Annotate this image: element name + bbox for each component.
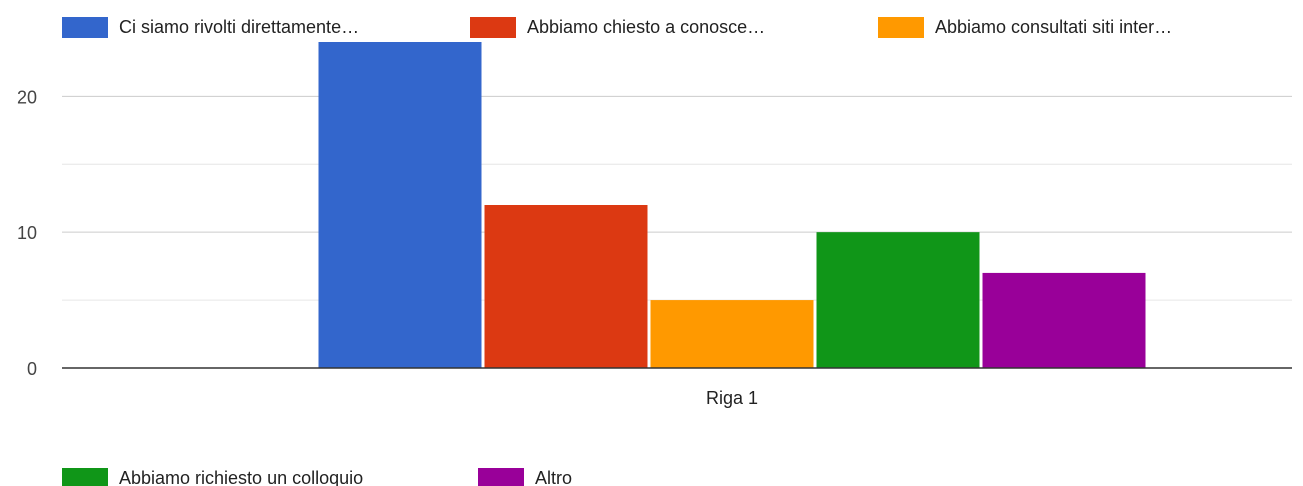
legend-swatch-red <box>470 16 516 38</box>
legend-item-abbiamo-chiesto[interactable]: Abbiamo chiesto a conosce… <box>470 14 765 40</box>
y-tick-label: 10 <box>17 223 37 243</box>
legend-label: Abbiamo consultati siti inter… <box>935 16 1173 37</box>
bar-series-3[interactable] <box>650 300 814 368</box>
legend-label: Abbiamo chiesto a conosce… <box>527 16 766 37</box>
legend-item-abbiamo-richiesto[interactable]: Abbiamo richiesto un colloquio <box>62 458 363 486</box>
y-tick-label: 20 <box>17 87 37 107</box>
legend-bottom: Abbiamo richiesto un colloquio Altro <box>62 458 1292 486</box>
legend-swatch-orange <box>878 16 924 38</box>
bar-series-1[interactable] <box>318 42 482 368</box>
bar-series-5[interactable] <box>982 272 1146 368</box>
legend-label: Ci siamo rivolti direttamente… <box>119 16 360 37</box>
y-tick-label: 0 <box>27 359 37 379</box>
legend-label: Abbiamo richiesto un colloquio <box>119 467 364 486</box>
legend-swatch-purple <box>478 467 524 486</box>
bars <box>318 42 1146 368</box>
bar-series-2[interactable] <box>484 205 648 368</box>
bar-series-4[interactable] <box>816 232 980 368</box>
legend-label: Altro <box>535 467 573 486</box>
x-tick-label: Riga 1 <box>706 388 758 408</box>
legend-swatch-green <box>62 467 108 486</box>
legend-item-ci-siamo-rivolti[interactable]: Ci siamo rivolti direttamente… <box>62 14 359 40</box>
x-tick-labels: Riga 1 <box>706 388 758 408</box>
legend-top: Ci siamo rivolti direttamente… Abbiamo c… <box>62 14 1292 40</box>
legend-swatch-blue <box>62 16 108 38</box>
legend-item-abbiamo-consultati[interactable]: Abbiamo consultati siti inter… <box>878 14 1172 40</box>
legend-item-altro[interactable]: Altro <box>478 458 572 486</box>
gridlines <box>62 95 1292 301</box>
y-tick-labels: 0 10 20 <box>17 87 37 379</box>
